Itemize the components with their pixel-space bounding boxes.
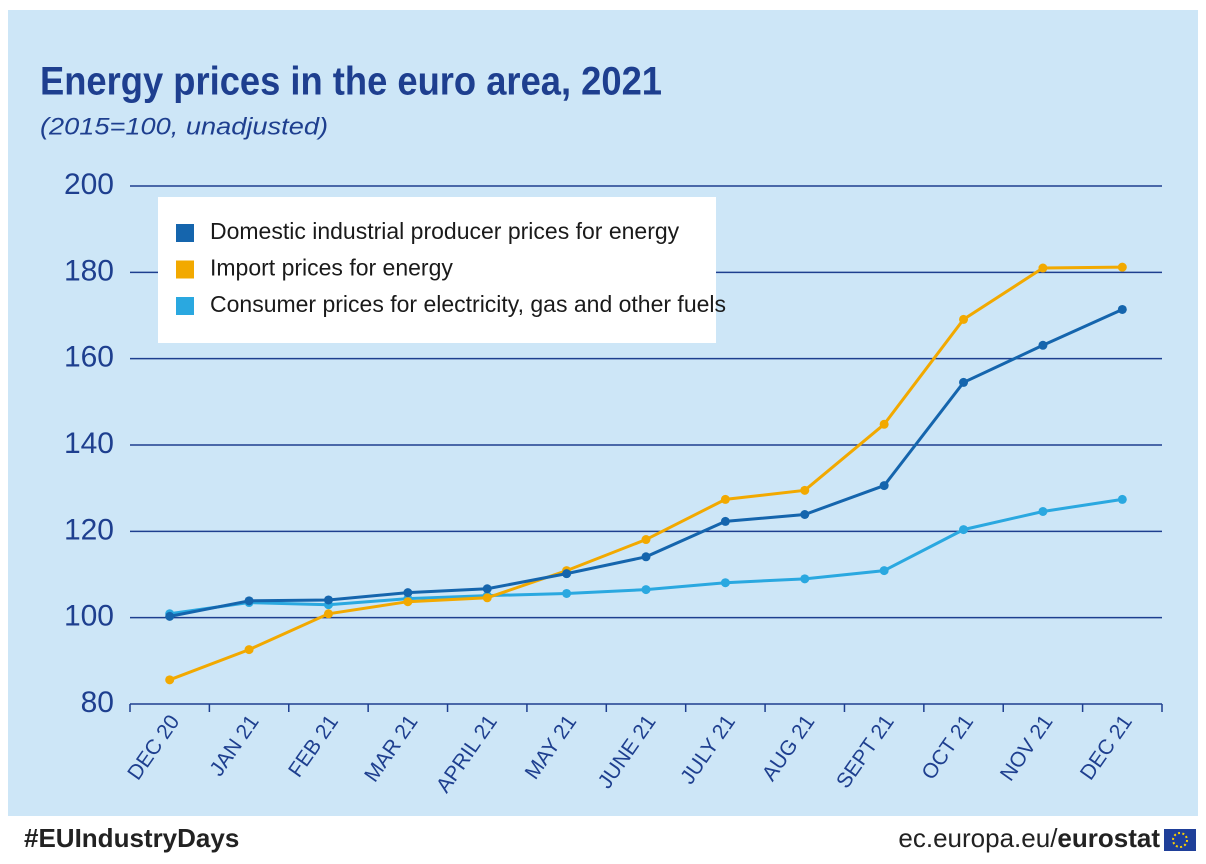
hashtag: #EUIndustryDays [24,823,239,853]
point [1038,506,1048,516]
point [323,609,333,619]
point [244,596,254,606]
y-tick-label: 80 [81,686,114,719]
legend-swatch [176,297,194,315]
point [800,509,810,519]
point [1038,340,1048,350]
y-tick-label: 100 [64,600,114,633]
y-tick-label: 160 [64,341,114,374]
y-tick-label: 180 [64,254,114,287]
point [1117,304,1127,314]
site-brand: eurostat [1057,823,1160,853]
point [1038,263,1048,273]
point [562,588,572,598]
point [959,525,969,535]
point [641,535,651,545]
point [403,588,413,598]
point [641,552,651,562]
point [562,569,572,579]
panel [8,10,1198,816]
legend: Domestic industrial producer prices for … [158,197,726,343]
point [403,597,413,607]
point [800,574,810,584]
point [959,377,969,387]
legend-label: Import prices for energy [210,255,453,281]
point [1117,262,1127,272]
legend-label: Consumer prices for electricity, gas and… [210,291,726,317]
point [720,494,730,504]
site-prefix: ec.europa.eu/ [898,823,1058,853]
y-tick-label: 200 [64,168,114,201]
legend-box [158,197,716,343]
point [165,675,175,685]
point [641,585,651,595]
point [800,485,810,495]
y-tick-label: 140 [64,427,114,460]
eu-flag [1164,829,1196,851]
point [323,595,333,605]
legend-swatch [176,260,194,279]
eu-stars [1172,832,1188,848]
point [720,578,730,588]
point [165,611,175,621]
point [482,593,492,603]
site: ec.europa.eu/eurostat [898,823,1160,853]
point [1117,494,1127,504]
point [879,419,889,429]
chart-title: Energy prices in the euro area, 2021 [40,60,662,104]
legend-label: Domestic industrial producer prices for … [210,218,680,244]
point [879,481,889,491]
point [244,645,254,655]
point [879,566,889,576]
point [482,584,492,594]
y-tick-label: 120 [64,513,114,546]
point [720,516,730,526]
point [959,314,969,324]
legend-swatch [176,224,194,242]
chart-subtitle: (2015=100, unadjusted) [40,113,328,140]
